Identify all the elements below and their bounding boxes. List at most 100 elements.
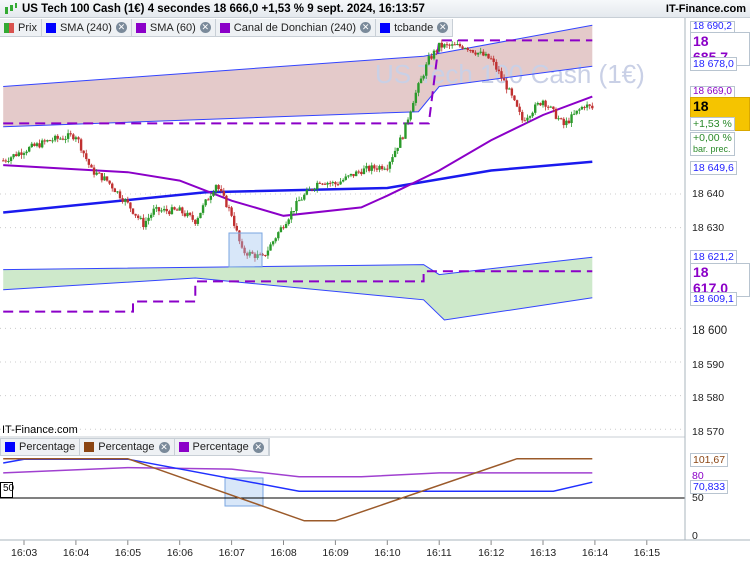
tcbande-upper-fill	[3, 25, 593, 127]
candle	[559, 117, 563, 120]
legend-tcbande[interactable]: tcbande ✕	[376, 19, 454, 36]
legend-percentage-brown[interactable]: Percentage ✕	[80, 439, 175, 455]
candle	[552, 106, 555, 113]
candle	[305, 187, 309, 196]
purple-value-label: 80	[692, 470, 704, 482]
legend-label: Percentage	[19, 441, 76, 453]
candle	[48, 139, 52, 142]
sma60-line	[3, 95, 593, 217]
candle	[515, 99, 519, 108]
indicator-legend: Prix SMA (240) ✕ SMA (60) ✕ Canal de Donch…	[0, 19, 454, 37]
candle	[502, 74, 506, 81]
candle	[500, 67, 503, 82]
candle	[458, 42, 462, 48]
candle	[98, 171, 101, 174]
tcbande-lower-bottom	[3, 277, 593, 321]
blue-value-label: 70,833	[690, 480, 729, 494]
candle	[149, 212, 153, 221]
candle	[482, 49, 485, 57]
candle	[105, 176, 109, 182]
time-label: 16:10	[374, 547, 401, 559]
candle	[160, 207, 163, 213]
close-icon[interactable]: ✕	[158, 441, 170, 453]
candle	[113, 187, 117, 193]
candle	[461, 44, 464, 50]
candle	[362, 165, 366, 175]
candle	[357, 169, 360, 175]
candle	[425, 62, 428, 79]
time-label: 16:08	[270, 547, 297, 559]
candle	[323, 182, 327, 185]
sma240-label: 18 649,6	[690, 161, 737, 175]
candle	[497, 65, 501, 75]
candle	[79, 137, 83, 153]
candle	[227, 204, 231, 212]
candle	[284, 221, 288, 229]
candle	[341, 178, 345, 183]
time-label: 16:13	[530, 547, 557, 559]
candle	[230, 206, 233, 218]
instrument-title: US Tech 100 Cash (1€) 4 secondes 18 666,…	[22, 2, 425, 15]
candle	[336, 181, 340, 187]
candle	[295, 197, 298, 215]
band-low-top-label: 18 621,2	[690, 250, 737, 264]
candle	[521, 109, 524, 124]
candle	[144, 217, 148, 230]
prev-change-caption: bar. prec.	[693, 144, 731, 154]
candle	[74, 135, 78, 142]
prev-change-box: +0,00 % bar. prec.	[690, 132, 735, 156]
candle	[266, 246, 270, 259]
legend-donchian[interactable]: Canal de Donchian (240) ✕	[216, 19, 377, 36]
candle	[492, 55, 495, 66]
candle	[118, 189, 122, 200]
candle	[232, 212, 236, 229]
candle	[287, 218, 290, 226]
time-label: 16:04	[62, 547, 90, 559]
selection-box-lower[interactable]	[224, 477, 264, 507]
legend-prix[interactable]: Prix	[0, 19, 42, 36]
time-label: 16:05	[114, 547, 142, 559]
candle	[56, 134, 59, 143]
legend-sma60[interactable]: SMA (60) ✕	[132, 19, 216, 36]
candle	[591, 102, 594, 110]
candle	[277, 231, 280, 241]
candle	[38, 139, 41, 149]
selection-box[interactable]	[228, 232, 263, 268]
close-icon[interactable]: ✕	[115, 22, 127, 33]
lower-legend: Percentage Percentage ✕ Percentage ✕	[0, 438, 270, 456]
candle	[386, 164, 389, 172]
candle	[479, 47, 482, 55]
donchian-low-line	[3, 270, 593, 313]
close-icon[interactable]: ✕	[360, 22, 372, 33]
candle	[412, 100, 415, 112]
candle	[565, 117, 568, 128]
candle	[292, 211, 296, 215]
site-name[interactable]: IT-Finance.com	[665, 2, 746, 15]
candle	[531, 111, 534, 118]
candle	[518, 103, 521, 116]
legend-sma240[interactable]: SMA (240) ✕	[42, 19, 132, 36]
candle	[95, 169, 98, 176]
candle	[469, 49, 472, 53]
candle	[534, 102, 537, 115]
candle	[253, 252, 257, 262]
price-tick: 18 630	[692, 222, 725, 234]
candle	[450, 40, 454, 49]
candle	[30, 141, 33, 148]
close-icon[interactable]: ✕	[252, 441, 264, 453]
time-label: 16:03	[11, 547, 38, 559]
close-icon[interactable]: ✕	[437, 22, 449, 33]
candle	[303, 193, 306, 201]
candle	[575, 110, 578, 116]
candle	[108, 180, 111, 186]
candle	[367, 164, 371, 173]
lower-tick: 0	[692, 530, 698, 542]
band-low-label: 18 609,1	[690, 292, 737, 306]
legend-percentage-blue[interactable]: Percentage	[1, 439, 81, 455]
close-icon[interactable]: ✕	[199, 22, 211, 33]
candle	[196, 216, 200, 227]
candle	[409, 110, 412, 122]
legend-percentage-purple[interactable]: Percentage ✕	[175, 439, 269, 455]
candle	[588, 103, 591, 110]
